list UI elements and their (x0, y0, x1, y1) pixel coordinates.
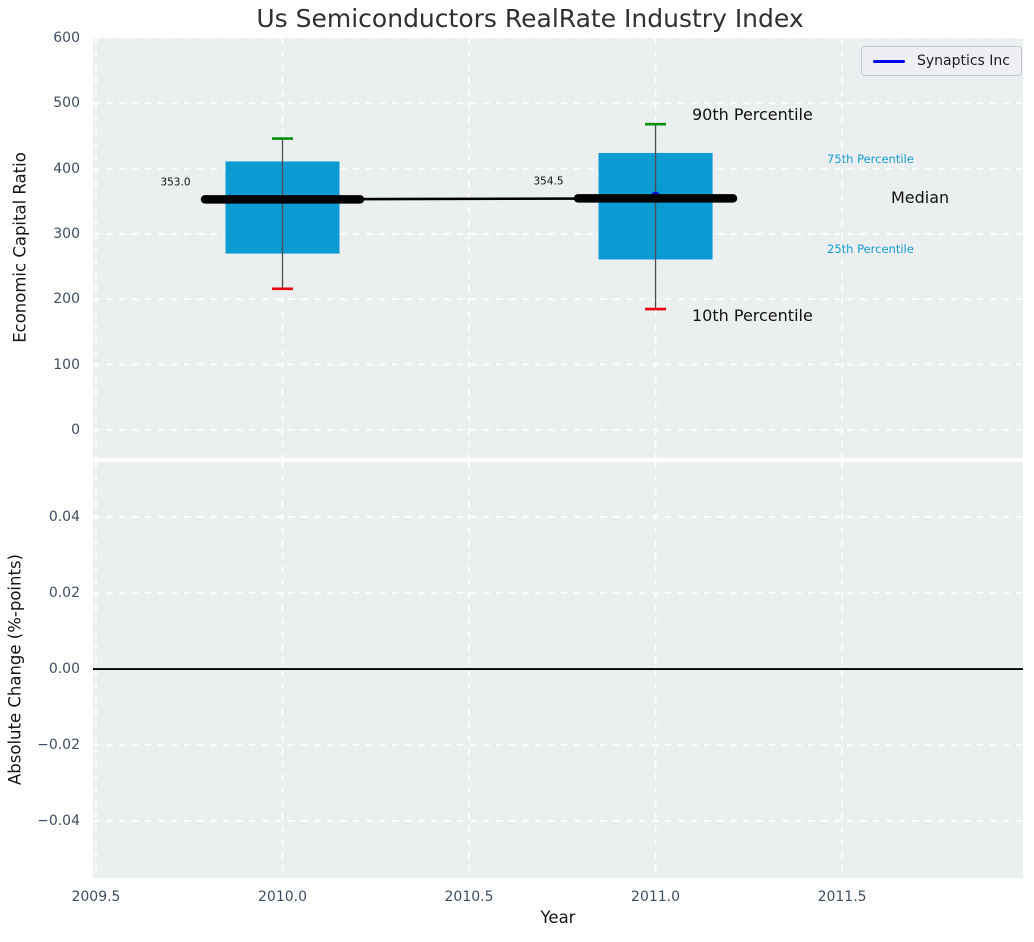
y-tick-label: 300 (53, 225, 80, 242)
x-tick-label: 2009.5 (71, 889, 121, 905)
median-value-label: 353.0 (160, 176, 190, 188)
y-tick-label: 400 (53, 160, 80, 177)
legend-label: Synaptics Inc (916, 53, 1010, 69)
y-tick-label: −0.04 (37, 813, 80, 829)
chart-title: Us Semiconductors RealRate Industry Inde… (256, 4, 804, 33)
x-tick-label: 2010.0 (258, 889, 307, 905)
y-tick-label: 0.04 (48, 509, 80, 526)
y-tick-label: 0.02 (48, 585, 80, 602)
annotation-90th-percentile: 90th Percentile (692, 105, 813, 124)
y-tick-label: −0.02 (37, 737, 80, 754)
median-value-label: 354.5 (533, 175, 563, 187)
legend: Synaptics Inc (861, 46, 1022, 76)
y-tick-label: 600 (53, 30, 80, 46)
y-tick-label: 0.00 (48, 661, 80, 678)
y-tick-label: 0 (71, 421, 80, 438)
annotation-median: Median (891, 188, 950, 207)
y-tick-label: 500 (53, 95, 80, 112)
annotation-75th-percentile: 75th Percentile (827, 152, 914, 166)
y-tick-label: 200 (53, 291, 80, 308)
annotation-25th-percentile: 25th Percentile (827, 242, 914, 256)
y-tick-label: 100 (53, 356, 80, 373)
x-tick-label: 2011.5 (817, 889, 867, 905)
bottom-plot-area (93, 462, 1023, 878)
annotation-10th-percentile: 10th Percentile (692, 306, 813, 325)
x-tick-label: 2011.0 (631, 889, 681, 905)
top-plot-area: 353.0 354.5 (93, 38, 1023, 458)
x-axis-label: Year (540, 908, 576, 927)
legend-line-sample (873, 59, 905, 63)
x-tick-label: 2010.5 (444, 889, 494, 905)
top-plot-canvas: 353.0 354.5 (93, 38, 1023, 458)
bottom-plot-canvas (93, 462, 1023, 878)
